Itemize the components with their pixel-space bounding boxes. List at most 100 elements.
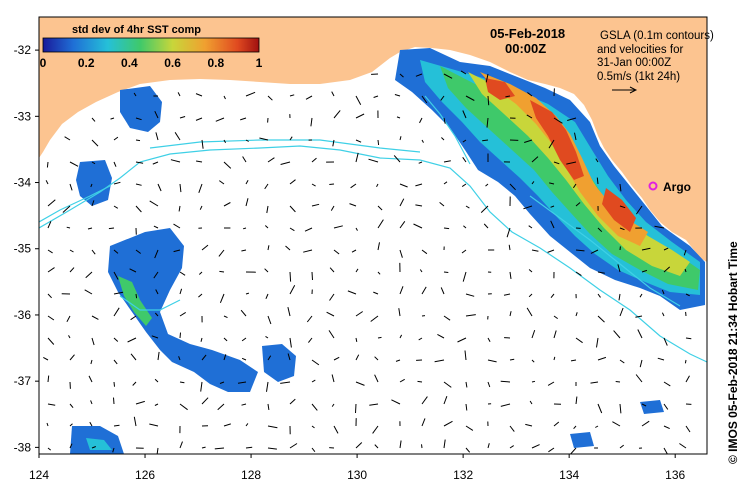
velocity-arrow [399,73,404,78]
velocity-arrow [133,416,137,427]
velocity-arrow [374,374,379,383]
velocity-arrow [201,446,206,449]
velocity-arrow [421,444,423,449]
velocity-arrow [155,289,159,295]
velocity-arrow [437,333,445,339]
velocity-arrow [69,183,73,191]
velocity-arrow [415,183,423,187]
velocity-arrow [287,306,291,317]
velocity-arrow [480,205,489,213]
velocity-arrow [355,442,363,449]
velocity-arrow [311,203,320,207]
velocity-arrow [310,117,313,127]
velocity-arrow [87,227,93,230]
velocity-arrow [91,249,96,255]
velocity-arrow [531,156,539,163]
credit-text: © IMOS 05-Feb-2018 21:34 Hobart Time [726,241,740,464]
velocity-arrow [130,315,137,321]
sst-patch-east-coast [395,48,705,310]
plot-frame [38,16,708,455]
velocity-arrow [500,403,511,407]
velocity-arrow [396,116,401,119]
velocity-arrow [573,425,577,430]
velocity-arrow [377,336,382,339]
velocity-arrow [487,381,491,388]
velocity-arrow [679,443,687,449]
velocity-arrow [399,221,406,229]
velocity-arrow [575,249,585,252]
velocity-arrow [465,293,475,297]
velocity-arrow [615,381,621,383]
velocity-arrow [245,180,249,185]
velocity-arrow [110,117,115,120]
velocity-arrow [419,269,423,273]
velocity-arrow [64,136,71,141]
velocity-arrow [113,271,119,280]
velocity-arrow [595,158,599,163]
velocity-arrow [311,157,317,163]
velocity-arrow [465,381,468,388]
velocity-arrow [91,337,95,346]
velocity-arrow [331,374,335,383]
velocity-arrow [421,95,428,104]
velocity-arrow [135,400,145,405]
velocity-arrow [613,330,621,339]
velocity-arrow [548,139,555,149]
velocity-arrow [373,291,379,295]
velocity-arrow [289,285,296,295]
velocity-arrow [597,403,603,414]
velocity-arrow [574,132,577,141]
velocity-arrow [465,425,474,431]
velocity-arrow [46,422,49,427]
velocity-arrow [395,359,401,362]
velocity-arrow [267,157,275,163]
velocity-arrow [174,132,181,141]
y-tick-label: -34 [14,176,32,190]
velocity-arrow [355,268,359,273]
annotation-line-4: 0.5m/s (1kt 24h) [597,71,680,83]
velocity-arrow [509,425,515,432]
velocity-arrow [223,315,228,319]
velocity-arrow [372,425,379,434]
velocity-arrow [113,205,119,209]
velocity-arrow [355,227,358,231]
velocity-arrow [684,359,687,364]
velocity-arrow [157,351,160,361]
velocity-arrow [113,381,115,387]
velocity-arrow [637,329,643,339]
velocity-arrow [418,337,423,341]
velocity-arrow [355,381,365,386]
velocity-arrow [132,381,137,386]
velocity-arrow [280,161,291,165]
velocity-arrow [527,92,533,97]
velocity-arrow [443,315,451,321]
velocity-arrow [596,337,599,348]
velocity-arrow [330,205,335,211]
velocity-arrow [619,359,625,364]
velocity-arrow [326,311,335,317]
velocity-arrow [531,359,535,363]
velocity-arrow [550,293,555,299]
velocity-arrow [487,95,490,106]
velocity-arrow [421,249,428,255]
velocity-arrow [332,139,335,147]
velocity-arrow [242,227,247,230]
velocity-arrow [350,183,357,189]
velocity-arrow [421,396,428,405]
velocity-arrow [351,249,357,253]
velocity-arrow [311,425,315,429]
colorbar-tick-label: 0.4 [121,56,138,70]
velocity-arrows [43,70,692,454]
x-tick-label: 128 [241,468,261,482]
velocity-arrow [149,200,159,207]
y-tick-label: -37 [14,374,32,388]
velocity-arrow [553,161,560,165]
velocity-arrow [91,139,99,147]
velocity-arrow [198,271,203,275]
velocity-arrow [391,399,401,405]
land-mass [39,17,707,262]
y-tick-label: -33 [14,109,32,123]
velocity-arrow [376,183,379,188]
velocity-arrow [377,139,380,146]
